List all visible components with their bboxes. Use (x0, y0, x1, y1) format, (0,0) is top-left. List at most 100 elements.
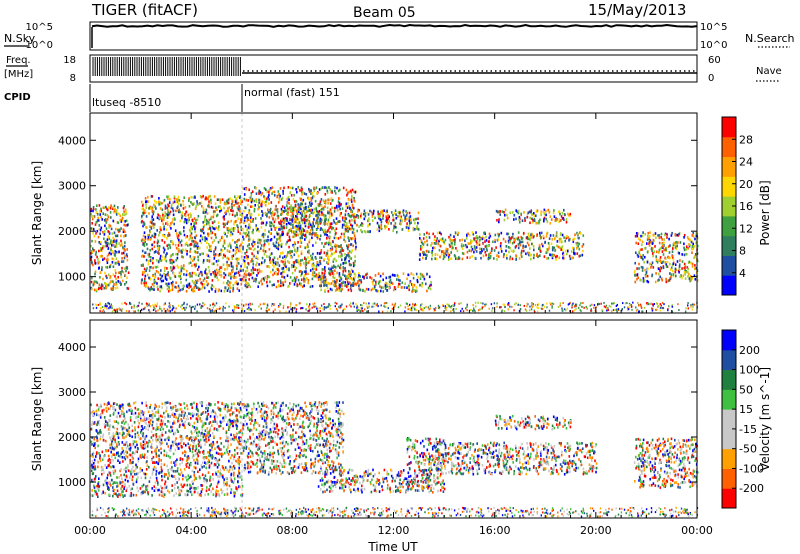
data-cell (282, 260, 284, 264)
data-cell (174, 243, 177, 247)
data-cell (270, 214, 273, 218)
data-cell (560, 215, 563, 218)
ground-scatter-cell (353, 305, 355, 308)
data-cell (323, 233, 326, 236)
data-cell (481, 237, 484, 241)
data-cell (114, 254, 117, 257)
ground-scatter-cell (538, 303, 540, 306)
data-cell (274, 212, 276, 215)
data-cell (262, 277, 265, 280)
data-cell (258, 249, 261, 253)
data-cell (141, 238, 144, 241)
data-cell (331, 272, 334, 275)
data-cell (475, 246, 478, 249)
data-cell (408, 219, 411, 223)
data-cell (341, 281, 343, 285)
data-cell (231, 213, 234, 217)
data-cell (115, 277, 117, 281)
data-cell (106, 254, 109, 258)
data-cell (148, 252, 151, 256)
data-cell (208, 218, 211, 222)
data-cell (421, 242, 424, 245)
data-cell (690, 278, 693, 282)
ground-scatter-cell (285, 310, 287, 313)
data-cell (353, 232, 355, 235)
data-cell (332, 219, 335, 222)
data-cell (223, 253, 225, 257)
data-cell (196, 200, 198, 203)
data-cell (245, 256, 248, 259)
data-cell (539, 231, 541, 235)
data-cell (282, 270, 284, 274)
data-cell (106, 261, 109, 264)
ground-scatter-cell (237, 307, 240, 309)
data-cell (283, 206, 286, 210)
data-cell (395, 216, 398, 220)
data-cell (644, 268, 646, 272)
data-cell (646, 238, 649, 241)
data-cell (197, 286, 199, 290)
data-cell (405, 214, 408, 217)
data-cell (382, 217, 384, 220)
data-cell (330, 212, 333, 215)
data-cell (530, 233, 532, 237)
data-cell (244, 262, 246, 265)
data-cell (540, 211, 542, 215)
data-cell (197, 214, 200, 218)
data-cell (286, 253, 288, 257)
data-cell (353, 277, 355, 281)
data-cell (298, 262, 300, 265)
data-cell (444, 252, 447, 255)
data-cell (373, 287, 376, 290)
data-cell (687, 267, 689, 271)
data-cell (255, 198, 258, 201)
ground-scatter-cell (212, 303, 214, 306)
data-cell (551, 256, 554, 260)
data-cell (424, 240, 426, 244)
data-cell (330, 197, 333, 200)
data-cell (193, 245, 195, 248)
data-cell (222, 244, 224, 248)
nsearch-label: N.Search (745, 32, 795, 45)
data-cell (409, 222, 411, 225)
data-cell (166, 284, 169, 287)
data-cell (177, 244, 180, 247)
data-cell (324, 202, 327, 205)
data-cell (520, 212, 522, 216)
data-cell (336, 278, 338, 282)
data-cell (267, 208, 269, 212)
data-cell (239, 218, 242, 221)
data-cell (250, 220, 252, 224)
ground-scatter-cell (603, 301, 605, 304)
data-cell (334, 189, 336, 193)
data-cell (293, 220, 296, 224)
data-cell (354, 200, 356, 203)
data-cell (291, 206, 294, 210)
ground-scatter-cell (514, 303, 516, 306)
ground-scatter-cell (245, 303, 247, 306)
data-cell (152, 261, 154, 265)
data-cell (330, 243, 332, 246)
data-cell (511, 257, 514, 261)
data-cell (558, 256, 561, 260)
data-cell (443, 252, 445, 255)
data-cell (351, 231, 354, 234)
ground-scatter-cell (385, 305, 387, 308)
data-cell (308, 187, 310, 191)
data-cell (334, 283, 336, 286)
data-cell (535, 214, 537, 217)
data-cell (269, 232, 271, 235)
ground-scatter-cell (419, 306, 422, 309)
data-cell (311, 285, 314, 288)
ground-scatter-cell (322, 308, 324, 310)
data-cell (668, 251, 671, 254)
data-cell (115, 227, 117, 231)
data-cell (392, 229, 394, 233)
data-cell (670, 273, 673, 276)
data-cell (286, 204, 288, 207)
data-cell (141, 204, 144, 207)
data-cell (257, 271, 259, 275)
data-cell (273, 244, 275, 247)
ground-scatter-cell (653, 303, 655, 305)
data-cell (688, 272, 690, 276)
